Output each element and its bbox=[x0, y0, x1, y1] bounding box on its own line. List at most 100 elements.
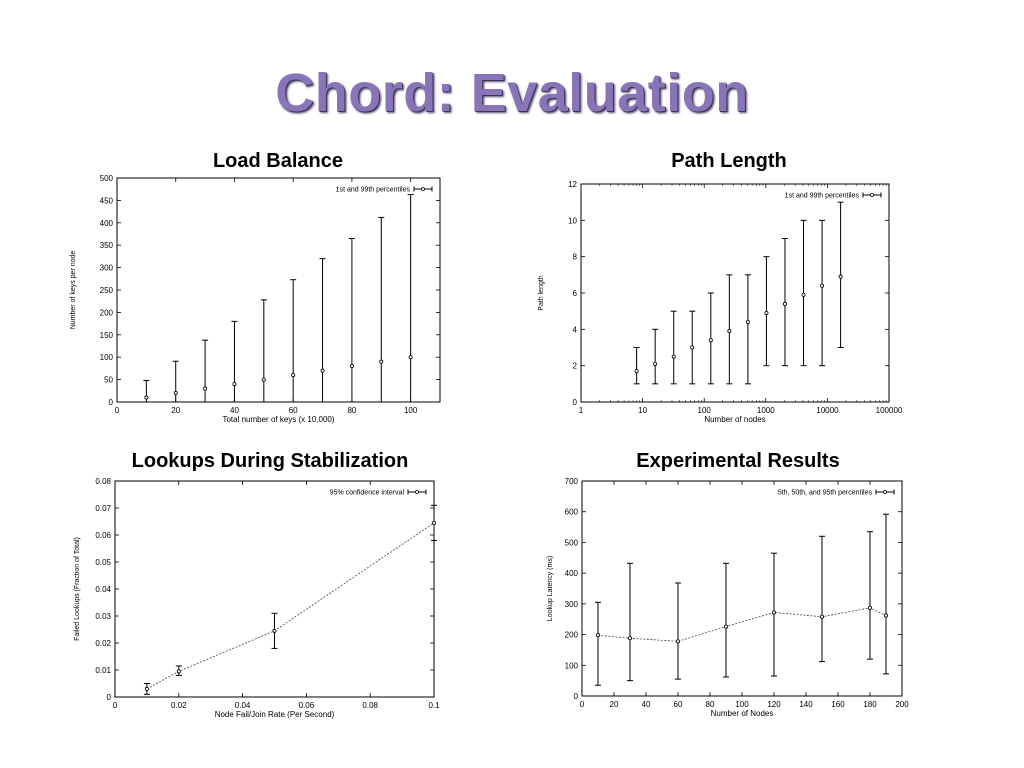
x-tick-label: 1 bbox=[579, 406, 584, 415]
legend-label: 1st and 99th percentiles bbox=[336, 187, 411, 194]
x-axis-label: Node Fail/Join Rate (Per Second) bbox=[215, 710, 335, 719]
data-point bbox=[634, 369, 639, 374]
y-axis-label: Number of keys per node bbox=[70, 251, 77, 330]
y-tick-label: 400 bbox=[100, 219, 114, 228]
data-point bbox=[173, 391, 178, 396]
x-tick-label: 80 bbox=[706, 700, 715, 709]
stabilization-chart: 0 0.02 0.04 0.06 0.08 0.1 0 0.01 0.02 0.03 0.04 0.0… bbox=[74, 477, 440, 719]
data-point bbox=[883, 613, 888, 618]
data-point bbox=[782, 301, 787, 306]
plot-frame bbox=[116, 177, 441, 403]
x-tick-label: 40 bbox=[230, 406, 239, 415]
x-tick-label: 100 bbox=[404, 406, 418, 415]
data-point bbox=[838, 274, 843, 279]
y-tick-label: 6 bbox=[573, 289, 578, 298]
y-tick-label: 300 bbox=[565, 600, 579, 609]
legend-label: 95% confidence interval bbox=[330, 490, 405, 497]
y-tick-label: 0 bbox=[109, 398, 114, 407]
data-point bbox=[771, 610, 776, 615]
data-point bbox=[272, 628, 277, 633]
y-tick-label: 450 bbox=[100, 196, 114, 205]
data-point bbox=[176, 669, 181, 674]
legend-marker bbox=[415, 490, 419, 494]
x-tick-label: 100 bbox=[698, 406, 712, 415]
y-tick-label: 0.02 bbox=[95, 639, 111, 648]
y-tick-label: 50 bbox=[104, 376, 113, 385]
series-line bbox=[597, 607, 887, 642]
legend-marker bbox=[883, 490, 887, 494]
x-tick-label: 0.04 bbox=[235, 701, 251, 710]
x-tick-label: 10 bbox=[638, 406, 647, 415]
y-tick-label: 350 bbox=[100, 241, 114, 250]
y-tick-label: 4 bbox=[573, 325, 578, 334]
y-axis-label: Lookup Latency (ms) bbox=[547, 556, 554, 621]
data-point bbox=[675, 639, 680, 644]
y-tick-label: 10 bbox=[568, 216, 577, 225]
data-point bbox=[408, 355, 413, 360]
legend-label: 5th, 50th, and 95th percentiles bbox=[778, 490, 873, 497]
y-tick-label: 700 bbox=[565, 477, 579, 486]
data-point bbox=[819, 614, 824, 619]
x-tick-label: 0.02 bbox=[171, 701, 187, 710]
y-tick-label: 2 bbox=[573, 362, 578, 371]
y-tick-label: 500 bbox=[565, 538, 579, 547]
slide-title: Chord: Evaluation bbox=[275, 63, 749, 123]
x-tick-label: 60 bbox=[289, 406, 298, 415]
panel-title-path-length: Path Length bbox=[671, 150, 787, 172]
x-tick-label: 100 bbox=[735, 700, 749, 709]
y-tick-label: 500 bbox=[100, 174, 114, 183]
x-tick-label: 40 bbox=[642, 700, 651, 709]
x-tick-label: 120 bbox=[767, 700, 781, 709]
data-point bbox=[379, 359, 384, 364]
data-point bbox=[291, 373, 296, 378]
legend-label: 1st and 99th percentiles bbox=[785, 193, 860, 200]
data-point bbox=[671, 354, 676, 359]
y-tick-label: 0.06 bbox=[95, 531, 111, 540]
data-point bbox=[349, 364, 354, 369]
panel-title-stabilization: Lookups During Stabilization bbox=[131, 450, 409, 472]
x-tick-label: 140 bbox=[799, 700, 813, 709]
y-tick-label: 0 bbox=[107, 693, 112, 702]
x-tick-label: 0.1 bbox=[428, 701, 440, 710]
data-point bbox=[628, 636, 633, 641]
y-tick-label: 0.03 bbox=[95, 612, 111, 621]
x-tick-label: 20 bbox=[171, 406, 180, 415]
data-point bbox=[745, 320, 750, 325]
data-point bbox=[203, 386, 208, 391]
y-tick-label: 200 bbox=[100, 308, 114, 317]
y-tick-label: 200 bbox=[565, 631, 579, 640]
data-point bbox=[690, 345, 695, 350]
data-point bbox=[431, 520, 436, 525]
legend-marker bbox=[870, 193, 874, 197]
x-tick-label: 60 bbox=[674, 700, 683, 709]
x-tick-label: 200 bbox=[895, 700, 909, 709]
y-tick-label: 0.08 bbox=[95, 477, 111, 486]
y-tick-label: 0.05 bbox=[95, 558, 111, 567]
data-point bbox=[144, 686, 149, 691]
plot-frame bbox=[580, 183, 890, 403]
y-tick-label: 8 bbox=[573, 253, 578, 262]
legend-marker bbox=[421, 187, 425, 191]
data-point bbox=[232, 382, 237, 387]
y-tick-label: 600 bbox=[565, 508, 579, 517]
y-tick-label: 100 bbox=[100, 353, 114, 362]
x-axis-label: Number of Nodes bbox=[711, 709, 774, 718]
data-point bbox=[708, 338, 713, 343]
x-tick-label: 20 bbox=[610, 700, 619, 709]
x-tick-label: 180 bbox=[863, 700, 877, 709]
experimental-results-chart: 0 20 40 60 80 100 120 140 160 180 200 0 100 200 300 400… bbox=[547, 477, 909, 718]
x-tick-label: 0 bbox=[113, 701, 118, 710]
x-tick-label: 0.06 bbox=[299, 701, 315, 710]
y-tick-label: 0 bbox=[574, 692, 579, 701]
y-tick-label: 300 bbox=[100, 264, 114, 273]
data-point bbox=[867, 605, 872, 610]
y-tick-label: 400 bbox=[565, 569, 579, 578]
data-point bbox=[596, 633, 601, 638]
data-point bbox=[764, 310, 769, 315]
load-balance-chart: 0 20 40 60 80 100 0 50 100 150 200 250 300 350 400 450 5… bbox=[70, 174, 441, 424]
y-tick-label: 0.04 bbox=[95, 585, 111, 594]
x-tick-label: 0 bbox=[115, 406, 120, 415]
y-axis-label: Failed Lookups (Fraction of Total) bbox=[74, 537, 81, 641]
y-tick-label: 12 bbox=[568, 180, 577, 189]
x-tick-label: 0.08 bbox=[362, 701, 378, 710]
